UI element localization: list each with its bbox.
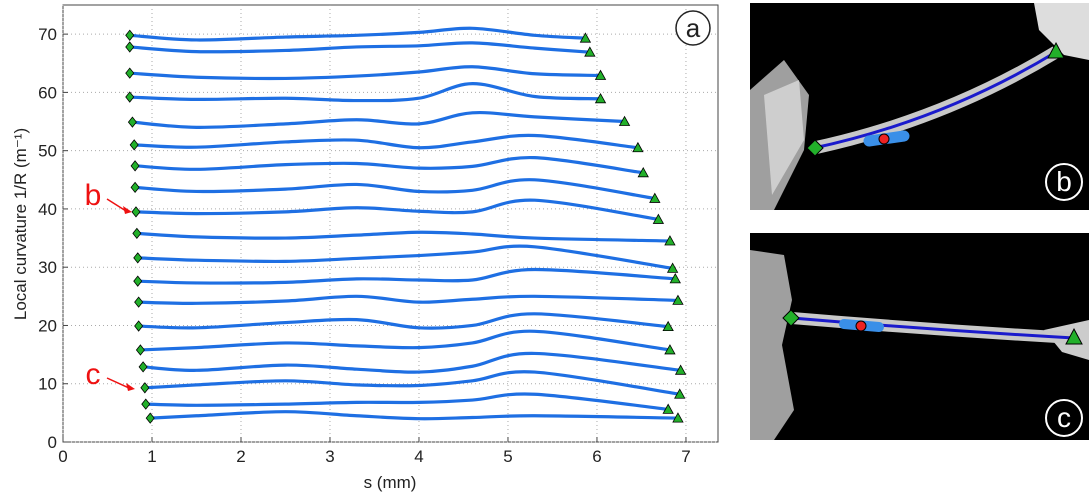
curve xyxy=(129,26,586,42)
photo-c xyxy=(750,233,1089,440)
y-tick-label: 0 xyxy=(48,433,57,452)
curve xyxy=(144,370,680,396)
x-tick-label: 1 xyxy=(147,447,156,466)
curve xyxy=(138,312,669,330)
y-tick-label: 20 xyxy=(38,316,57,335)
panel-label: b xyxy=(1056,166,1072,197)
photos: b c xyxy=(750,3,1089,440)
end-marker xyxy=(579,32,592,43)
panel-label: c xyxy=(1057,402,1071,433)
x-tick-label: 6 xyxy=(592,447,601,466)
start-marker xyxy=(135,344,145,356)
x-tick-label: 5 xyxy=(503,447,512,466)
panel-label-ring xyxy=(675,10,711,46)
curve xyxy=(135,198,659,222)
annotation-arrow xyxy=(106,377,130,389)
curve xyxy=(145,392,669,411)
x-tick-label: 7 xyxy=(681,447,690,466)
end-marker xyxy=(584,46,596,57)
start-marker xyxy=(140,382,150,394)
y-tick-label: 40 xyxy=(38,200,57,219)
x-tick-label: 4 xyxy=(414,447,423,466)
y-tick-label: 10 xyxy=(38,375,57,394)
chart: s (mm) Local curvature 1/R (m⁻¹) 0 1 2 3 4 5 6… xyxy=(11,4,719,492)
start-marker xyxy=(125,41,135,53)
curve xyxy=(150,410,678,421)
end-marker xyxy=(662,320,674,332)
curve xyxy=(136,230,670,243)
curve xyxy=(134,133,639,150)
panel-label: a xyxy=(686,13,701,43)
curve xyxy=(134,156,644,175)
curve xyxy=(137,267,676,285)
annotation: c xyxy=(86,358,101,391)
end-marker xyxy=(664,235,676,246)
end-marker xyxy=(669,273,681,284)
y-tick-label: 30 xyxy=(38,258,57,277)
end-marker xyxy=(632,141,644,153)
curve xyxy=(132,110,625,129)
start-marker xyxy=(133,275,143,287)
end-marker xyxy=(672,412,684,423)
x-axis-label: s (mm) xyxy=(364,473,417,492)
end-marker xyxy=(649,192,661,203)
end-marker xyxy=(674,364,687,375)
start-marker xyxy=(125,29,135,41)
start-marker xyxy=(127,116,137,128)
end-marker xyxy=(594,69,607,80)
start-marker xyxy=(134,296,144,308)
start-marker xyxy=(141,398,151,410)
start-marker xyxy=(129,139,139,151)
curve xyxy=(129,41,590,54)
curve xyxy=(137,244,673,270)
curve xyxy=(140,329,671,352)
start-marker xyxy=(133,252,143,264)
y-tick-label: 70 xyxy=(38,25,57,44)
end-marker xyxy=(674,388,686,399)
annotation-arrow xyxy=(106,198,127,212)
start-marker xyxy=(131,206,141,218)
start-marker xyxy=(138,361,148,373)
end-marker xyxy=(662,403,674,414)
end-marker xyxy=(637,166,649,178)
y-tick-label: 50 xyxy=(38,142,57,161)
curve xyxy=(138,294,678,305)
curve xyxy=(142,351,681,374)
x-tick-label: 3 xyxy=(325,447,334,466)
curve xyxy=(129,82,601,103)
arrow-head xyxy=(123,206,132,214)
curve xyxy=(129,65,601,81)
end-marker xyxy=(594,92,607,104)
start-marker xyxy=(125,91,135,103)
end-marker xyxy=(652,213,665,224)
arrow-head xyxy=(126,383,135,391)
y-tick-label: 60 xyxy=(38,83,57,102)
curve xyxy=(134,178,656,201)
x-tick-label: 0 xyxy=(58,447,67,466)
y-axis-label: Local curvature 1/R (m⁻¹) xyxy=(11,128,30,320)
x-tick-label: 2 xyxy=(236,447,245,466)
end-marker xyxy=(666,262,679,273)
start-marker xyxy=(134,320,144,332)
start-marker xyxy=(125,67,135,79)
annotation: b xyxy=(85,179,102,212)
plot-area xyxy=(62,4,719,443)
end-marker xyxy=(618,115,631,126)
end-marker xyxy=(664,344,676,355)
start-marker xyxy=(132,227,142,240)
start-marker xyxy=(145,412,155,424)
end-marker xyxy=(672,294,684,305)
start-marker xyxy=(130,160,140,172)
start-marker xyxy=(130,181,140,194)
photo-b xyxy=(750,3,1089,210)
